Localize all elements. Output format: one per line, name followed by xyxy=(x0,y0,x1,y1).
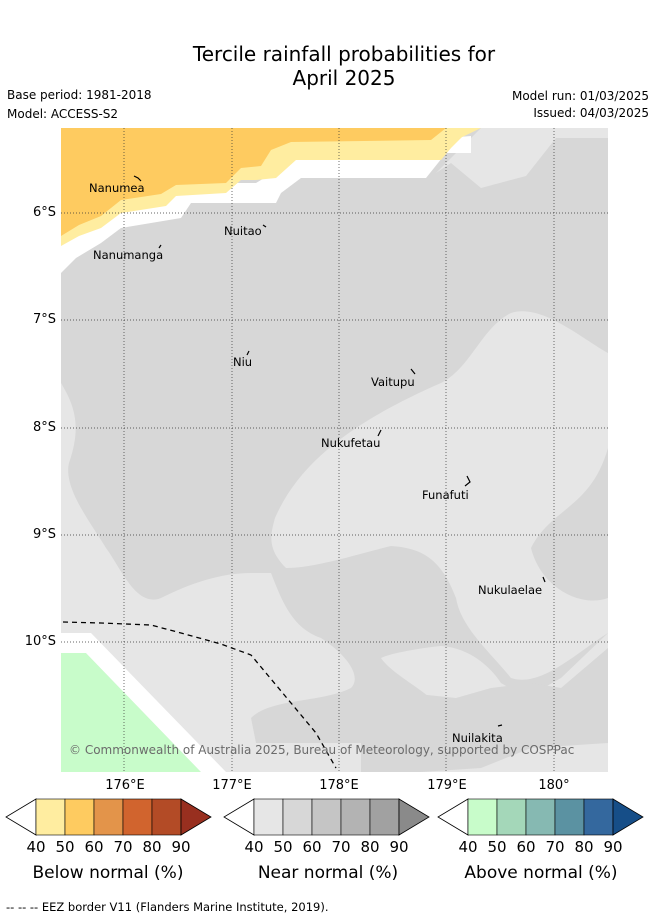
colorbar-below-tick: 60 xyxy=(84,838,104,856)
colorbar-below-tick: 90 xyxy=(171,838,191,856)
colorbar-below-cell xyxy=(122,798,153,836)
map-title-line1: Tercile rainfall probabilities for xyxy=(192,42,496,66)
colorbar-near-tick: 70 xyxy=(331,838,351,856)
colorbar-below-tick: 70 xyxy=(113,838,133,856)
label-vaitupu: Vaitupu xyxy=(371,375,415,389)
colorbar-below-normal xyxy=(5,798,212,836)
colorbar-above-cell xyxy=(525,798,556,836)
colorbar-below-tick: 40 xyxy=(26,838,46,856)
eez-border-line xyxy=(62,621,337,769)
above-normal-40-region xyxy=(61,653,201,772)
lat-label-8s: 8°S xyxy=(32,420,56,435)
label-nanumea: Nanumea xyxy=(89,181,145,195)
model-run: Model run: 01/03/2025 xyxy=(511,89,649,103)
map-panel[interactable]: Nanumea Nuitao Nanumanga Niu Vaitupu Nuk… xyxy=(61,128,608,772)
colorbar-near-high-arrow xyxy=(398,798,430,836)
island-outlines xyxy=(133,175,546,727)
map-canvas xyxy=(61,128,608,772)
eez-footnote: -- -- -- EEZ border V11 (Flanders Marine… xyxy=(6,900,329,914)
colorbar-above-cell xyxy=(467,798,498,836)
lon-label-178e: 178°E xyxy=(319,778,359,793)
lat-label-6s: 6°S xyxy=(32,205,56,220)
colorbar-below-tick: 80 xyxy=(142,838,162,856)
colorbar-above-low-arrow xyxy=(437,798,469,836)
colorbar-title-near: Near normal (%) xyxy=(257,863,399,883)
colorbar-near-cell xyxy=(282,798,313,836)
colorbar-title-above: Above normal (%) xyxy=(464,863,618,883)
colorbar-above-tick: 80 xyxy=(574,838,594,856)
colorbar-near-tick: 90 xyxy=(389,838,409,856)
label-nukufetau: Nukufetau xyxy=(321,436,381,450)
near-normal-40-region xyxy=(436,128,608,188)
contour-gap-north xyxy=(61,136,471,273)
colorbar-above-cell xyxy=(583,798,614,836)
colorbar-above-tick: 50 xyxy=(487,838,507,856)
colorbar-near-cell xyxy=(369,798,400,836)
graticule xyxy=(61,128,608,772)
base-period: Base period: 1981-2018 xyxy=(7,88,152,102)
lon-label-176e: 176°E xyxy=(105,778,145,793)
colorbar-below-high-arrow xyxy=(180,798,212,836)
label-funafuti: Funafuti xyxy=(422,488,469,502)
contour-gap-south xyxy=(61,633,226,772)
colorbar-above-tick: 70 xyxy=(545,838,565,856)
colorbars-svg xyxy=(5,798,644,836)
colorbar-above-tick: 90 xyxy=(603,838,623,856)
colorbar-above-tick: 40 xyxy=(458,838,478,856)
colorbar-below-cell xyxy=(35,798,66,836)
map-title-line2: April 2025 xyxy=(292,66,396,90)
colorbar-below-cell xyxy=(151,798,182,836)
colorbar-near-tick: 80 xyxy=(360,838,380,856)
near-normal-50-south xyxy=(361,648,608,772)
lon-label-179e: 179°E xyxy=(427,778,467,793)
colorbar-below-low-arrow xyxy=(5,798,37,836)
colorbar-above-cell xyxy=(554,798,585,836)
colorbar-above-cell xyxy=(496,798,527,836)
colorbar-above-tick: 60 xyxy=(516,838,536,856)
lat-label-9s: 9°S xyxy=(32,527,56,542)
below-normal-40-strip xyxy=(446,128,481,140)
colorbar-near-tick: 40 xyxy=(244,838,264,856)
label-nanumanga: Nanumanga xyxy=(93,248,164,262)
colorbar-below-cell xyxy=(93,798,124,836)
lat-label-10s: 10°S xyxy=(24,634,56,649)
colorbar-below-cell xyxy=(64,798,95,836)
colorbar-below-tick: 50 xyxy=(55,838,75,856)
colorbar-near-low-arrow xyxy=(223,798,255,836)
label-niu: Niu xyxy=(233,355,253,369)
below-normal-50-region xyxy=(61,128,446,236)
colorbar-near-tick: 60 xyxy=(302,838,322,856)
island-nanumea-outline xyxy=(133,175,142,182)
colorbar-near-cell xyxy=(340,798,371,836)
lat-label-7s: 7°S xyxy=(32,312,56,327)
colorbar-near-cell xyxy=(253,798,284,836)
near-normal-40-south xyxy=(61,383,608,772)
issued-date: Issued: 04/03/2025 xyxy=(533,106,649,120)
colorbar-above-normal xyxy=(437,798,644,836)
colorbar-title-below: Below normal (%) xyxy=(32,863,184,883)
label-nuitao: Nuitao xyxy=(224,224,262,238)
colorbar-near-normal xyxy=(223,798,430,836)
model-name: Model: ACCESS-S2 xyxy=(7,107,119,121)
lon-label-177e: 177°E xyxy=(212,778,252,793)
label-nuilakita: Nuilakita xyxy=(452,731,503,745)
colorbar-above-high-arrow xyxy=(612,798,644,836)
lon-label-180: 180° xyxy=(538,778,570,793)
map-credit: © Commonwealth of Australia 2025, Bureau… xyxy=(69,743,575,757)
label-nukulaelae: Nukulaelae xyxy=(478,583,543,597)
colorbar-near-cell xyxy=(311,798,342,836)
colorbar-near-tick: 50 xyxy=(273,838,293,856)
near-normal-40-center xyxy=(271,311,608,680)
